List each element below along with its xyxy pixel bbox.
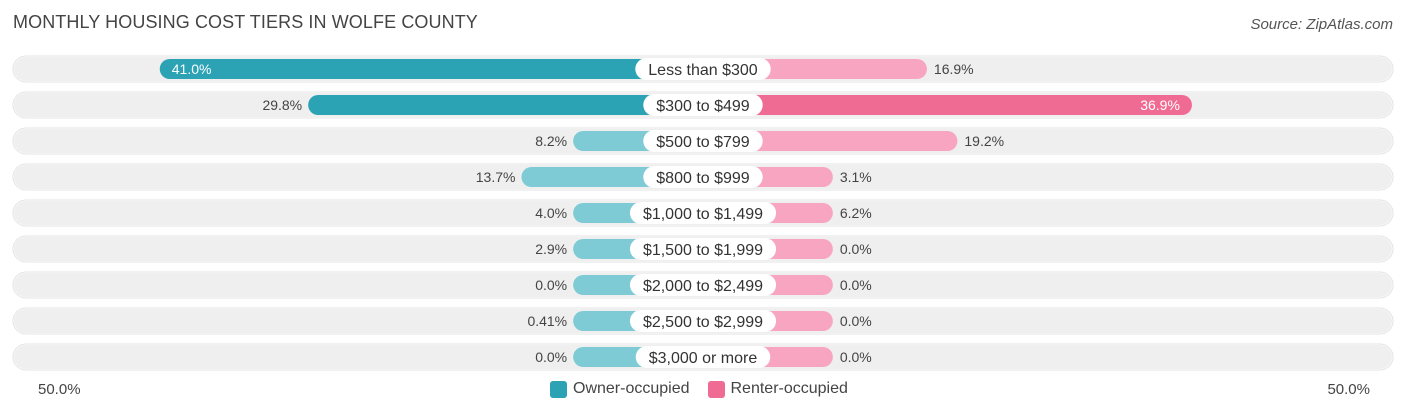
category-label: $1,000 to $1,499	[643, 206, 763, 223]
data-label-owner: 0.41%	[527, 313, 567, 329]
data-label-owner: 13.7%	[476, 169, 516, 185]
category-label: $800 to $999	[656, 170, 750, 187]
data-label-owner: 4.0%	[535, 205, 567, 221]
data-label-renter: 3.1%	[840, 169, 872, 185]
category-pill	[629, 310, 777, 332]
data-label-owner: 0.0%	[535, 277, 567, 293]
category-pill	[629, 238, 777, 260]
data-label-owner: 2.9%	[535, 241, 567, 257]
category-label: $3,000 or more	[649, 350, 758, 367]
bar-owner	[308, 95, 703, 115]
bar-renter	[703, 95, 1192, 115]
source-credit: Source: ZipAtlas.com	[1250, 16, 1393, 33]
legend-label-owner: Owner-occupied	[573, 380, 690, 397]
data-label-owner: 0.0%	[535, 349, 567, 365]
category-pill	[629, 202, 777, 224]
data-label-renter: 36.9%	[1140, 97, 1180, 113]
bar-owner	[159, 59, 703, 79]
category-label: $1,500 to $1,999	[643, 242, 763, 259]
chart-title: MONTHLY HOUSING COST TIERS IN WOLFE COUN…	[13, 12, 478, 32]
data-label-renter: 0.0%	[840, 277, 872, 293]
data-label-owner: 29.8%	[262, 97, 302, 113]
legend-item-renter: Renter-occupied	[707, 380, 848, 398]
category-label: $2,500 to $2,999	[643, 314, 763, 331]
category-pill	[635, 58, 771, 80]
axis-right-label: 50.0%	[1327, 381, 1370, 398]
data-label-renter: 16.9%	[934, 61, 974, 77]
legend-label-renter: Renter-occupied	[730, 380, 848, 397]
category-pill	[629, 274, 777, 296]
axis-left-label: 50.0%	[38, 381, 81, 398]
legend-swatch-owner	[550, 380, 567, 398]
legend-item-owner: Owner-occupied	[550, 380, 690, 398]
category-label: $500 to $799	[656, 134, 750, 151]
legend-swatch-renter	[707, 380, 725, 398]
data-label-renter: 0.0%	[840, 313, 872, 329]
category-pill	[643, 166, 763, 188]
bar-renter	[703, 131, 958, 151]
category-label: $2,000 to $2,499	[643, 278, 763, 295]
data-label-owner: 8.2%	[535, 133, 567, 149]
category-pill	[643, 130, 763, 152]
category-pill	[635, 346, 771, 368]
data-label-owner: 41.0%	[172, 61, 212, 77]
category-label: $300 to $499	[656, 98, 750, 115]
data-label-renter: 0.0%	[840, 349, 872, 365]
data-label-renter: 0.0%	[840, 241, 872, 257]
category-pill	[643, 94, 763, 116]
legend: Owner-occupied Renter-occupied	[550, 380, 866, 398]
data-label-renter: 19.2%	[964, 133, 1004, 149]
data-label-renter: 6.2%	[840, 205, 872, 221]
category-label: Less than $300	[648, 62, 758, 79]
